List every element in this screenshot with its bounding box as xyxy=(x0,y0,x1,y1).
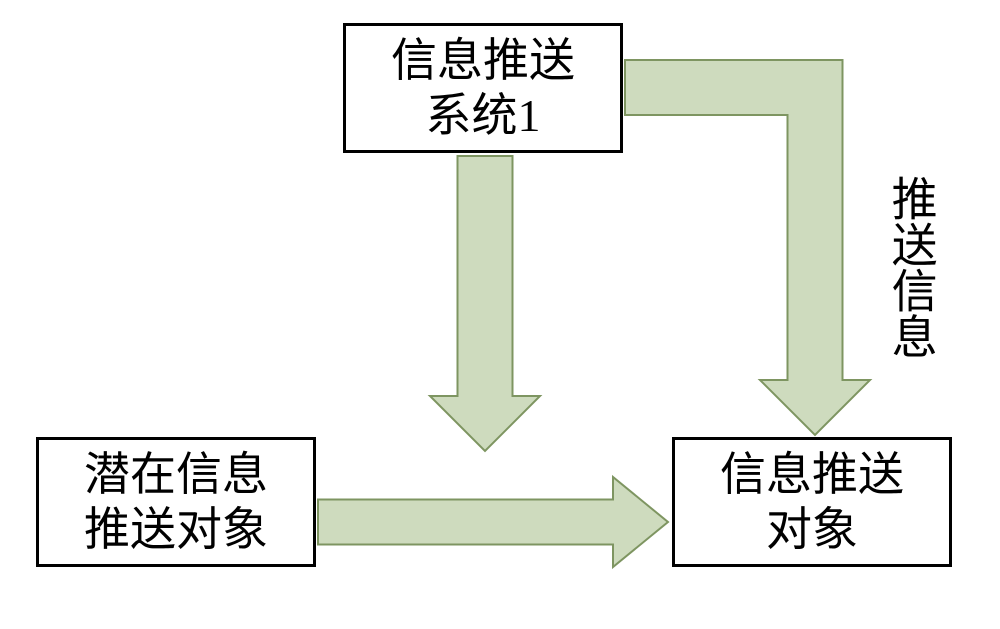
node-info-push-target: 信息推送 对象 xyxy=(672,437,952,567)
edge-label-text: 推送信息 xyxy=(886,175,937,359)
arrow-right xyxy=(318,477,668,567)
node-label: 信息推送 系统1 xyxy=(391,33,575,143)
node-info-push-system: 信息推送 系统1 xyxy=(343,23,623,153)
arrow-right-shape xyxy=(318,477,668,567)
node-label: 潜在信息 推送对象 xyxy=(84,447,268,557)
node-potential-push-target: 潜在信息 推送对象 xyxy=(36,437,316,567)
arrow-down xyxy=(430,156,540,451)
edge-label-push-info: 推送信息 xyxy=(885,175,936,359)
node-label: 信息推送 对象 xyxy=(720,447,904,557)
arrow-elbow-shape xyxy=(625,60,870,435)
arrow-down-shape xyxy=(430,156,540,451)
